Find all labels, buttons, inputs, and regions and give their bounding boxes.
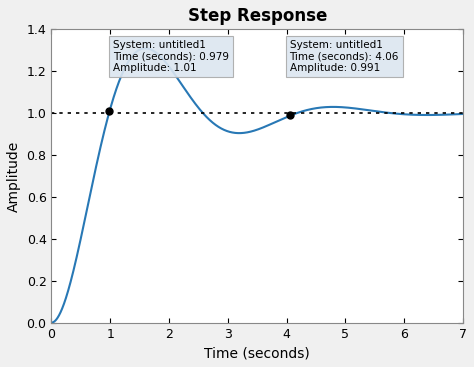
X-axis label: Time (seconds): Time (seconds) bbox=[204, 346, 310, 360]
Text: System: untitled1
Time (seconds): 4.06
Amplitude: 0.991: System: untitled1 Time (seconds): 4.06 A… bbox=[290, 40, 399, 73]
Text: System: untitled1
Time (seconds): 0.979
Amplitude: 1.01: System: untitled1 Time (seconds): 0.979 … bbox=[113, 40, 229, 73]
Title: Step Response: Step Response bbox=[188, 7, 327, 25]
Y-axis label: Amplitude: Amplitude bbox=[7, 140, 21, 212]
